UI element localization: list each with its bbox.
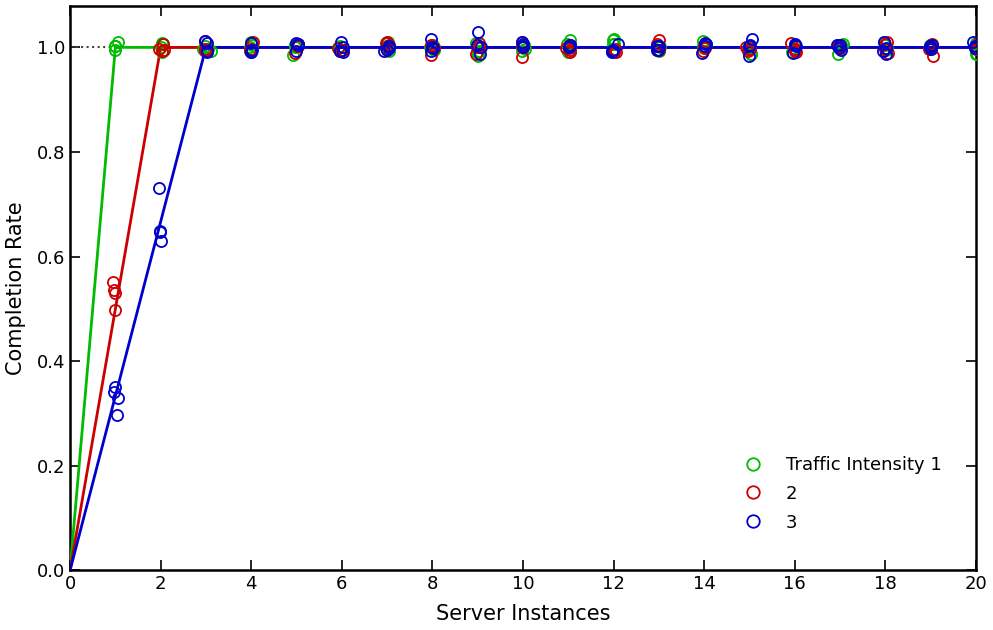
Y-axis label: Completion Rate: Completion Rate	[6, 201, 26, 375]
X-axis label: Server Instances: Server Instances	[436, 604, 611, 624]
Legend: Traffic Intensity 1, 2, 3: Traffic Intensity 1, 2, 3	[728, 449, 949, 539]
